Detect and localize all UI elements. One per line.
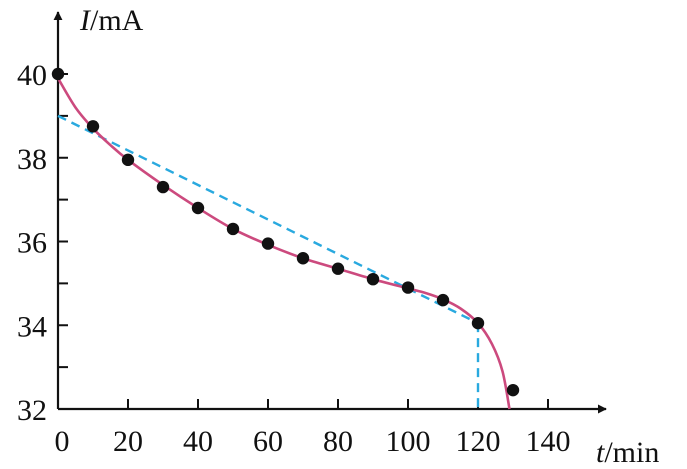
y-ticks: 32 34 36 38 40 bbox=[17, 59, 68, 427]
origin-tick-label: 0 bbox=[55, 425, 70, 458]
y-tick-label: 34 bbox=[17, 310, 47, 343]
x-tick-label: 40 bbox=[183, 425, 213, 458]
data-point bbox=[86, 120, 100, 133]
x-tick-label: 80 bbox=[323, 425, 353, 458]
x-ticks: 20 40 60 80 100 120 140 bbox=[113, 399, 571, 458]
data-point bbox=[296, 252, 310, 265]
y-tick-label: 38 bbox=[17, 143, 47, 176]
data-point bbox=[261, 237, 275, 250]
y-axis-label-unit: /mA bbox=[90, 4, 144, 37]
x-tick-label: 60 bbox=[253, 425, 283, 458]
tangent-dashed-line bbox=[57, 114, 479, 325]
x-axis-label-unit: /min bbox=[604, 436, 659, 469]
dashed-lines bbox=[57, 114, 480, 409]
data-point bbox=[121, 153, 135, 167]
x-axis-label-var: t bbox=[596, 436, 605, 469]
data-point bbox=[366, 272, 380, 286]
data-point bbox=[331, 262, 345, 275]
data-point bbox=[401, 281, 415, 294]
x-tick-label: 20 bbox=[113, 425, 143, 458]
data-point bbox=[156, 180, 170, 194]
data-point bbox=[226, 222, 240, 236]
data-point bbox=[471, 316, 485, 330]
data-point bbox=[506, 383, 520, 397]
y-axis-label: I/mA bbox=[79, 4, 144, 37]
data-point bbox=[51, 67, 65, 81]
x-tick-label: 100 bbox=[386, 425, 431, 458]
axes bbox=[53, 11, 607, 414]
y-tick-label: 32 bbox=[17, 394, 47, 427]
x-axis-label: t/min bbox=[596, 436, 659, 469]
x-tick-label: 120 bbox=[456, 425, 501, 458]
data-points bbox=[51, 67, 520, 397]
data-point bbox=[191, 201, 205, 215]
y-tick-label: 40 bbox=[17, 59, 47, 92]
data-point bbox=[436, 293, 450, 307]
y-tick-label: 36 bbox=[17, 227, 47, 260]
x-tick-label: 140 bbox=[526, 425, 571, 458]
y-axis-label-var: I bbox=[79, 4, 92, 37]
fit-curve bbox=[56, 77, 511, 410]
